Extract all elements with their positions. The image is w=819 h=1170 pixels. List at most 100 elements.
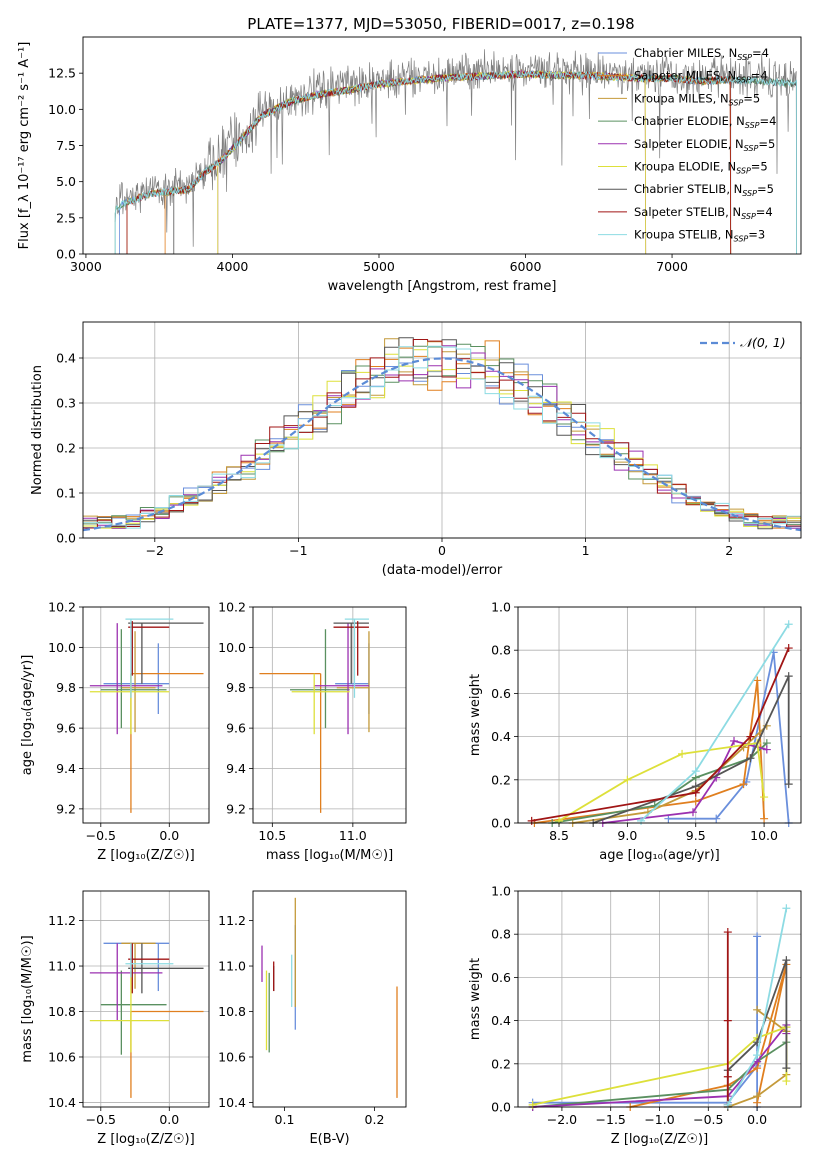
weight-series-salpeter-stelib [527,644,793,825]
legend-label: Kroupa MILES, N [634,91,729,105]
y-tick-label: 10.6 [218,1049,246,1064]
weight-marker [723,1016,732,1025]
weight-marker [782,904,791,913]
error-bar-chabrier-elodie [290,629,350,729]
error-bar-chabrier-stelib [128,943,204,994]
axes-frame [82,36,802,255]
weight-line [668,652,790,824]
legend-entry: Chabrier STELIB, NSSP=5 [634,182,774,198]
legend-label: Chabrier ELODIE, N [634,114,745,128]
error-bar-chabrier-stelib [333,622,369,684]
weight-marker [691,788,700,797]
y-tick-label: 0.6 [491,686,511,701]
x-tick-label: 2 [725,543,733,558]
model-line-chabrier-stelib [173,69,797,254]
y-tick-label: 9.6 [56,721,76,736]
weight-marker [746,754,755,763]
legend-subscript: SSP [736,167,751,176]
error-bar-salpeter-stelib [333,621,369,676]
legend-entry: Salpeter MILES, NSSP=4 [634,69,768,85]
normal-curve [82,357,802,532]
axes-frame [252,890,407,1108]
axes-frame [82,321,802,539]
y-axis-label: age [log₁₀(age/yr)] [20,655,35,776]
y-tick-label: 9.8 [226,680,246,695]
weight-marker [753,1051,762,1060]
mass-weight-vs-metallicity-panel: −2.0 −1.5 −1.0 −0.5 0.0 0.0 0.2 0.4 0.6 0.8 1.0 Z [… [468,884,802,1147]
y-tick-label: 0.4 [491,1013,511,1028]
x-tick-label: −0.5 [693,1112,723,1127]
legend-label: Salpeter STELIB, N [634,205,741,219]
weight-marker [782,1064,791,1073]
y-tick-label: 10.2 [218,600,246,615]
y-axis-label: mass weight [468,674,483,756]
legend-label: Chabrier STELIB, N [634,182,742,196]
x-tick-label: −1 [289,543,307,558]
weight-marker [688,808,697,817]
plot-area [89,618,204,813]
error-bar-kroupa-stelib [125,943,174,978]
figure-title: PLATE=1377, MJD=53050, FIBERID=0017, z=0… [247,15,634,33]
x-tick-label: 0.1 [275,1112,295,1127]
plot-area [528,904,791,1111]
spectrum-panel: 3000 4000 5000 6000 7000 0.0 2.5 5.0 7.5 10.0 12.5… [17,36,802,294]
weight-marker [623,775,632,784]
weight-marker [691,797,700,806]
error-bar-salpeter-elodie [314,623,369,735]
error-bar-kroupa-elodie [89,970,170,1053]
error-bar-kroupa-miles [121,942,156,989]
plot-area [89,942,204,1098]
legend-label: Salpeter MILES, N [634,69,736,83]
y-tick-label: 10.4 [48,1095,76,1110]
weight-series-chabrier-miles [528,932,762,1111]
weight-series-kroupa-stelib [637,620,793,825]
x-tick-label: 10.5 [258,828,286,843]
y-tick-label: 9.6 [226,721,246,736]
weight-marker [712,814,721,823]
legend-subscript: SSP [734,235,749,244]
y-axis-label: mass weight [468,958,483,1040]
axes-frame [82,890,210,1108]
weight-series-kroupa-stelib [723,904,791,1109]
error-bar-chabrier-miles [103,942,170,992]
plot-area [259,618,370,813]
weight-marker [760,793,769,802]
plot-area [114,49,797,254]
x-tick-label: 0.0 [159,828,179,843]
y-axis-label: Normed distribution [30,365,45,495]
plot-area [82,337,802,532]
weight-series-chabrier-stelib [589,672,793,827]
y-tick-label: 12.5 [48,66,76,81]
x-tick-label: 9.5 [686,828,706,843]
y-tick-label: 0.2 [491,772,511,787]
weight-marker [723,928,732,937]
error-bar-salpeter-miles [130,1010,204,1098]
weight-marker [784,672,793,681]
y-tick-label: 11.0 [48,959,76,974]
error-bar-chabrier-elodie [100,629,167,729]
age-vs-metallicity-panel: −0.5 0.0 9.2 9.4 9.6 9.8 10.0 10.2 Z [log₁₀(Z/Z☉… [20,600,210,863]
x-tick-label: 0.2 [365,1112,385,1127]
weight-marker [784,620,793,629]
error-bar-salpeter-stelib [128,621,170,676]
weight-marker [760,814,769,823]
legend-count: =5 [743,91,760,105]
y-tick-label: 0.4 [56,351,76,366]
legend-count: =3 [748,228,765,242]
weight-marker [782,956,791,965]
weight-series-chabrier-miles [664,648,793,827]
weight-marker [637,816,646,825]
weight-series-salpeter-stelib [723,928,732,1109]
y-tick-label: 0.2 [491,1056,511,1071]
x-tick-label: 3000 [70,259,102,274]
y-tick-label: 10.2 [48,600,76,615]
legend-entry: Kroupa MILES, NSSP=5 [634,91,760,107]
model-line-kroupa-stelib [114,69,797,254]
weight-series-kroupa-elodie [555,739,769,825]
y-tick-label: 10.8 [218,1004,246,1019]
axes-frame [517,606,802,824]
weight-marker [723,1072,732,1081]
weight-marker [739,780,748,789]
